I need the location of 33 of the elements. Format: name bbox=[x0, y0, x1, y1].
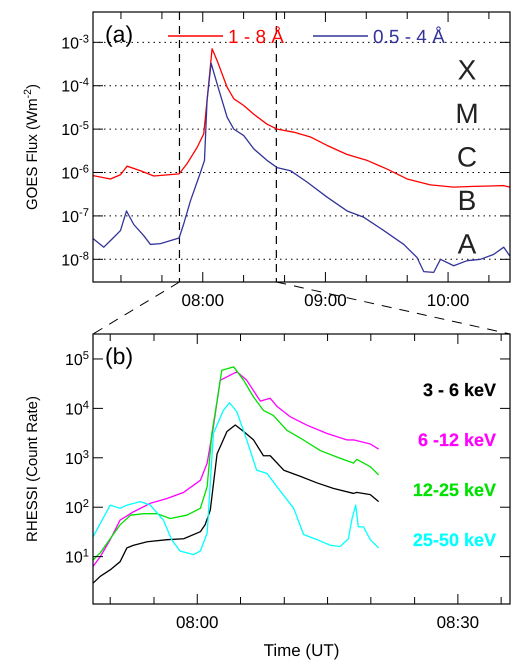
legend-label: 3 - 6 keV bbox=[422, 380, 496, 400]
x-axis-title: Time (UT) bbox=[264, 641, 340, 660]
x-tick-label: 08:00 bbox=[181, 291, 224, 310]
annotation: X bbox=[458, 54, 477, 86]
y-tick-label: 10$^{2}$ bbox=[64, 498, 89, 518]
x-tick-label: 10:00 bbox=[426, 291, 470, 310]
x-tick-label: 09:00 bbox=[304, 291, 347, 310]
y-tick-label: 10$^{-7}$ bbox=[61, 206, 89, 226]
y-tick-label: 10$^{1}$ bbox=[64, 548, 89, 567]
series-label: 12-25 keV bbox=[412, 480, 496, 500]
y-tick-label: 10$^{-5}$ bbox=[61, 120, 89, 140]
y-tick-label: 10$^{5}$ bbox=[64, 350, 89, 369]
annotation: C bbox=[456, 142, 478, 173]
x-tick-label: 08:00 bbox=[176, 613, 219, 632]
line-series bbox=[92, 48, 510, 188]
text: 6 -12 keV bbox=[418, 430, 496, 450]
annotation: A bbox=[458, 228, 477, 260]
y-tick-label: 10$^{-3}$ bbox=[61, 33, 89, 52]
legend-label: 1 - 8 Å bbox=[228, 26, 284, 48]
y-tick-label: 10$^{-4}$ bbox=[61, 76, 89, 96]
x-tick-label: 08:30 bbox=[436, 613, 480, 632]
annotation: (a) bbox=[105, 21, 134, 47]
annotation: B bbox=[458, 184, 476, 216]
y-tick-label: 10$^{3}$ bbox=[64, 448, 89, 468]
y-axis-title: RHESSI (Count Rate) bbox=[24, 396, 41, 542]
legend-label: 0.5 - 4 Å bbox=[373, 26, 446, 48]
series-label: 25-50 keV bbox=[412, 530, 496, 550]
annotation: M bbox=[455, 98, 479, 130]
y-tick-label: 10$^{4}$ bbox=[64, 399, 89, 418]
y-tick-label: 10$^{-6}$ bbox=[61, 164, 89, 183]
annotation: (b) bbox=[105, 343, 134, 369]
y-tick-label: 10$^{-8}$ bbox=[61, 250, 89, 270]
line-series bbox=[92, 402, 380, 556]
